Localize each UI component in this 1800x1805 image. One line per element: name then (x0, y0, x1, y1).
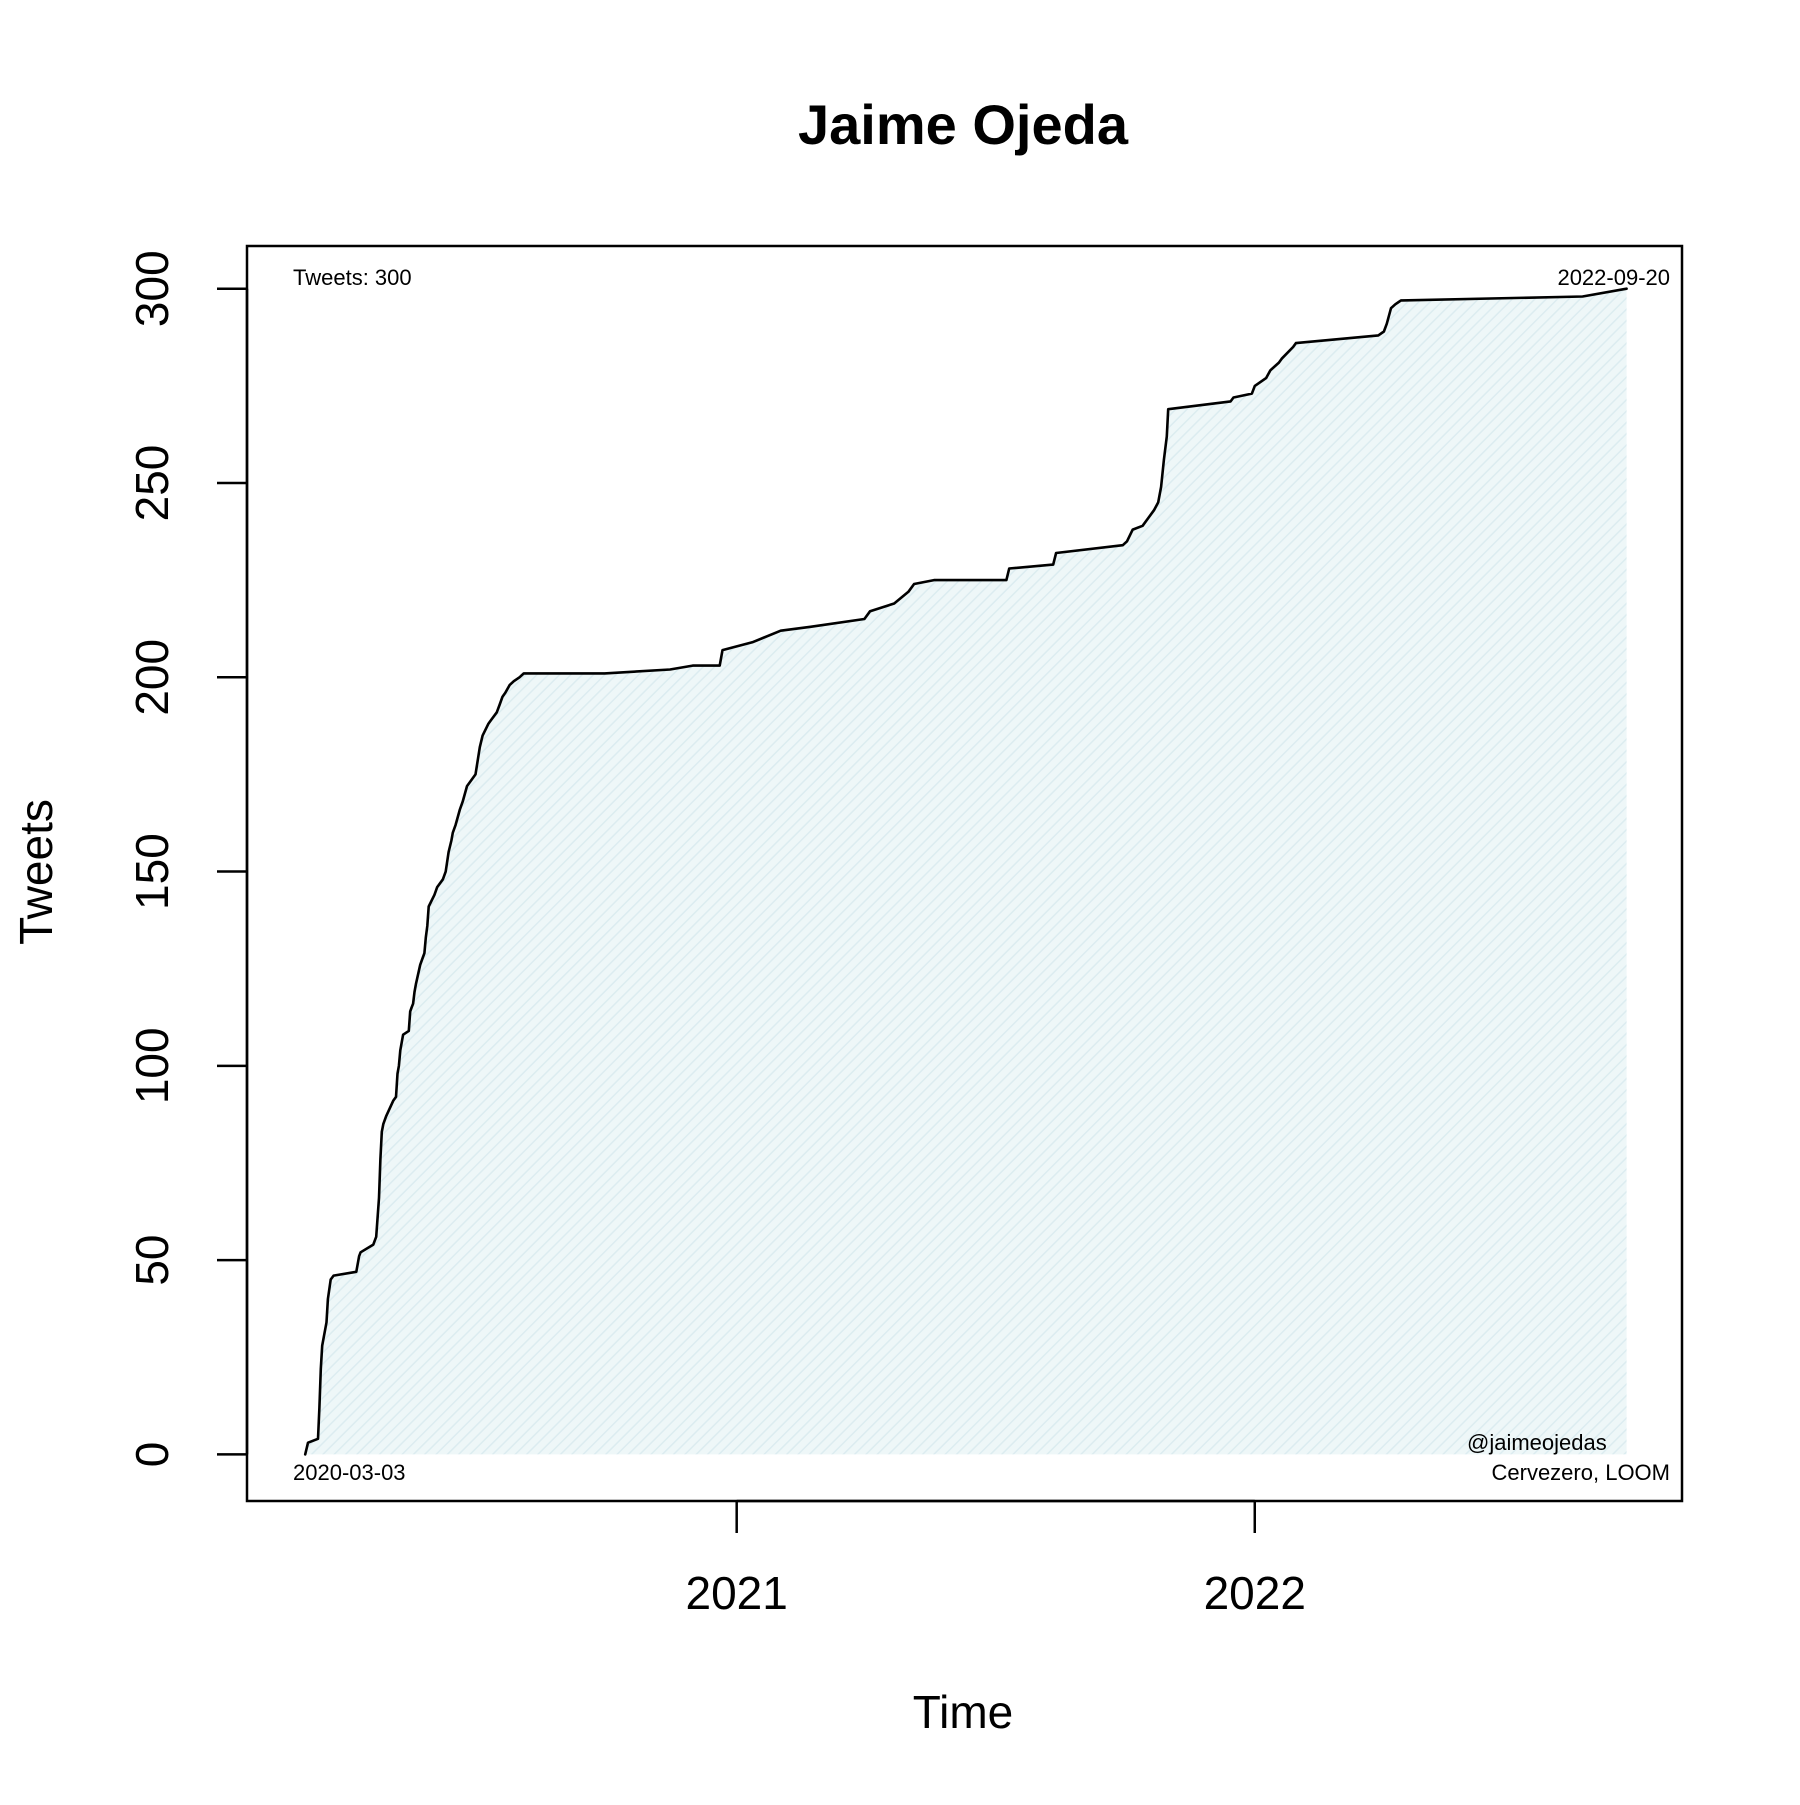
y-tick-label: 300 (126, 250, 178, 327)
y-tick-label: 200 (126, 639, 178, 716)
series-line (303, 287, 1628, 1456)
start-date-label: 2020-03-03 (293, 1460, 406, 1485)
y-tick-label: 150 (126, 833, 178, 910)
series-area-fill (305, 288, 1627, 1455)
x-axis: 2021 2022 (686, 1499, 1306, 1619)
chart-title: Jaime Ojeda (798, 93, 1129, 156)
y-tick-label: 50 (126, 1235, 178, 1286)
y-tick-label: 0 (126, 1442, 178, 1468)
end-date-label: 2022-09-20 (1557, 265, 1670, 290)
x-tick-label: 2021 (686, 1567, 788, 1619)
y-tick-label: 100 (126, 1027, 178, 1104)
author-handle-label: @jaimeojedas (1467, 1430, 1607, 1455)
x-axis-title: Time (913, 1686, 1014, 1738)
x-tick-label: 2022 (1204, 1567, 1306, 1619)
y-tick-label: 250 (126, 445, 178, 522)
y-axis-title: Tweets (10, 799, 62, 945)
author-description-label: Cervezero, LOOM (1492, 1460, 1671, 1485)
plot-area (303, 287, 1628, 1456)
tweet-count-label: Tweets: 300 (293, 265, 412, 290)
y-axis: 0 50 100 150 200 250 300 (126, 250, 249, 1468)
